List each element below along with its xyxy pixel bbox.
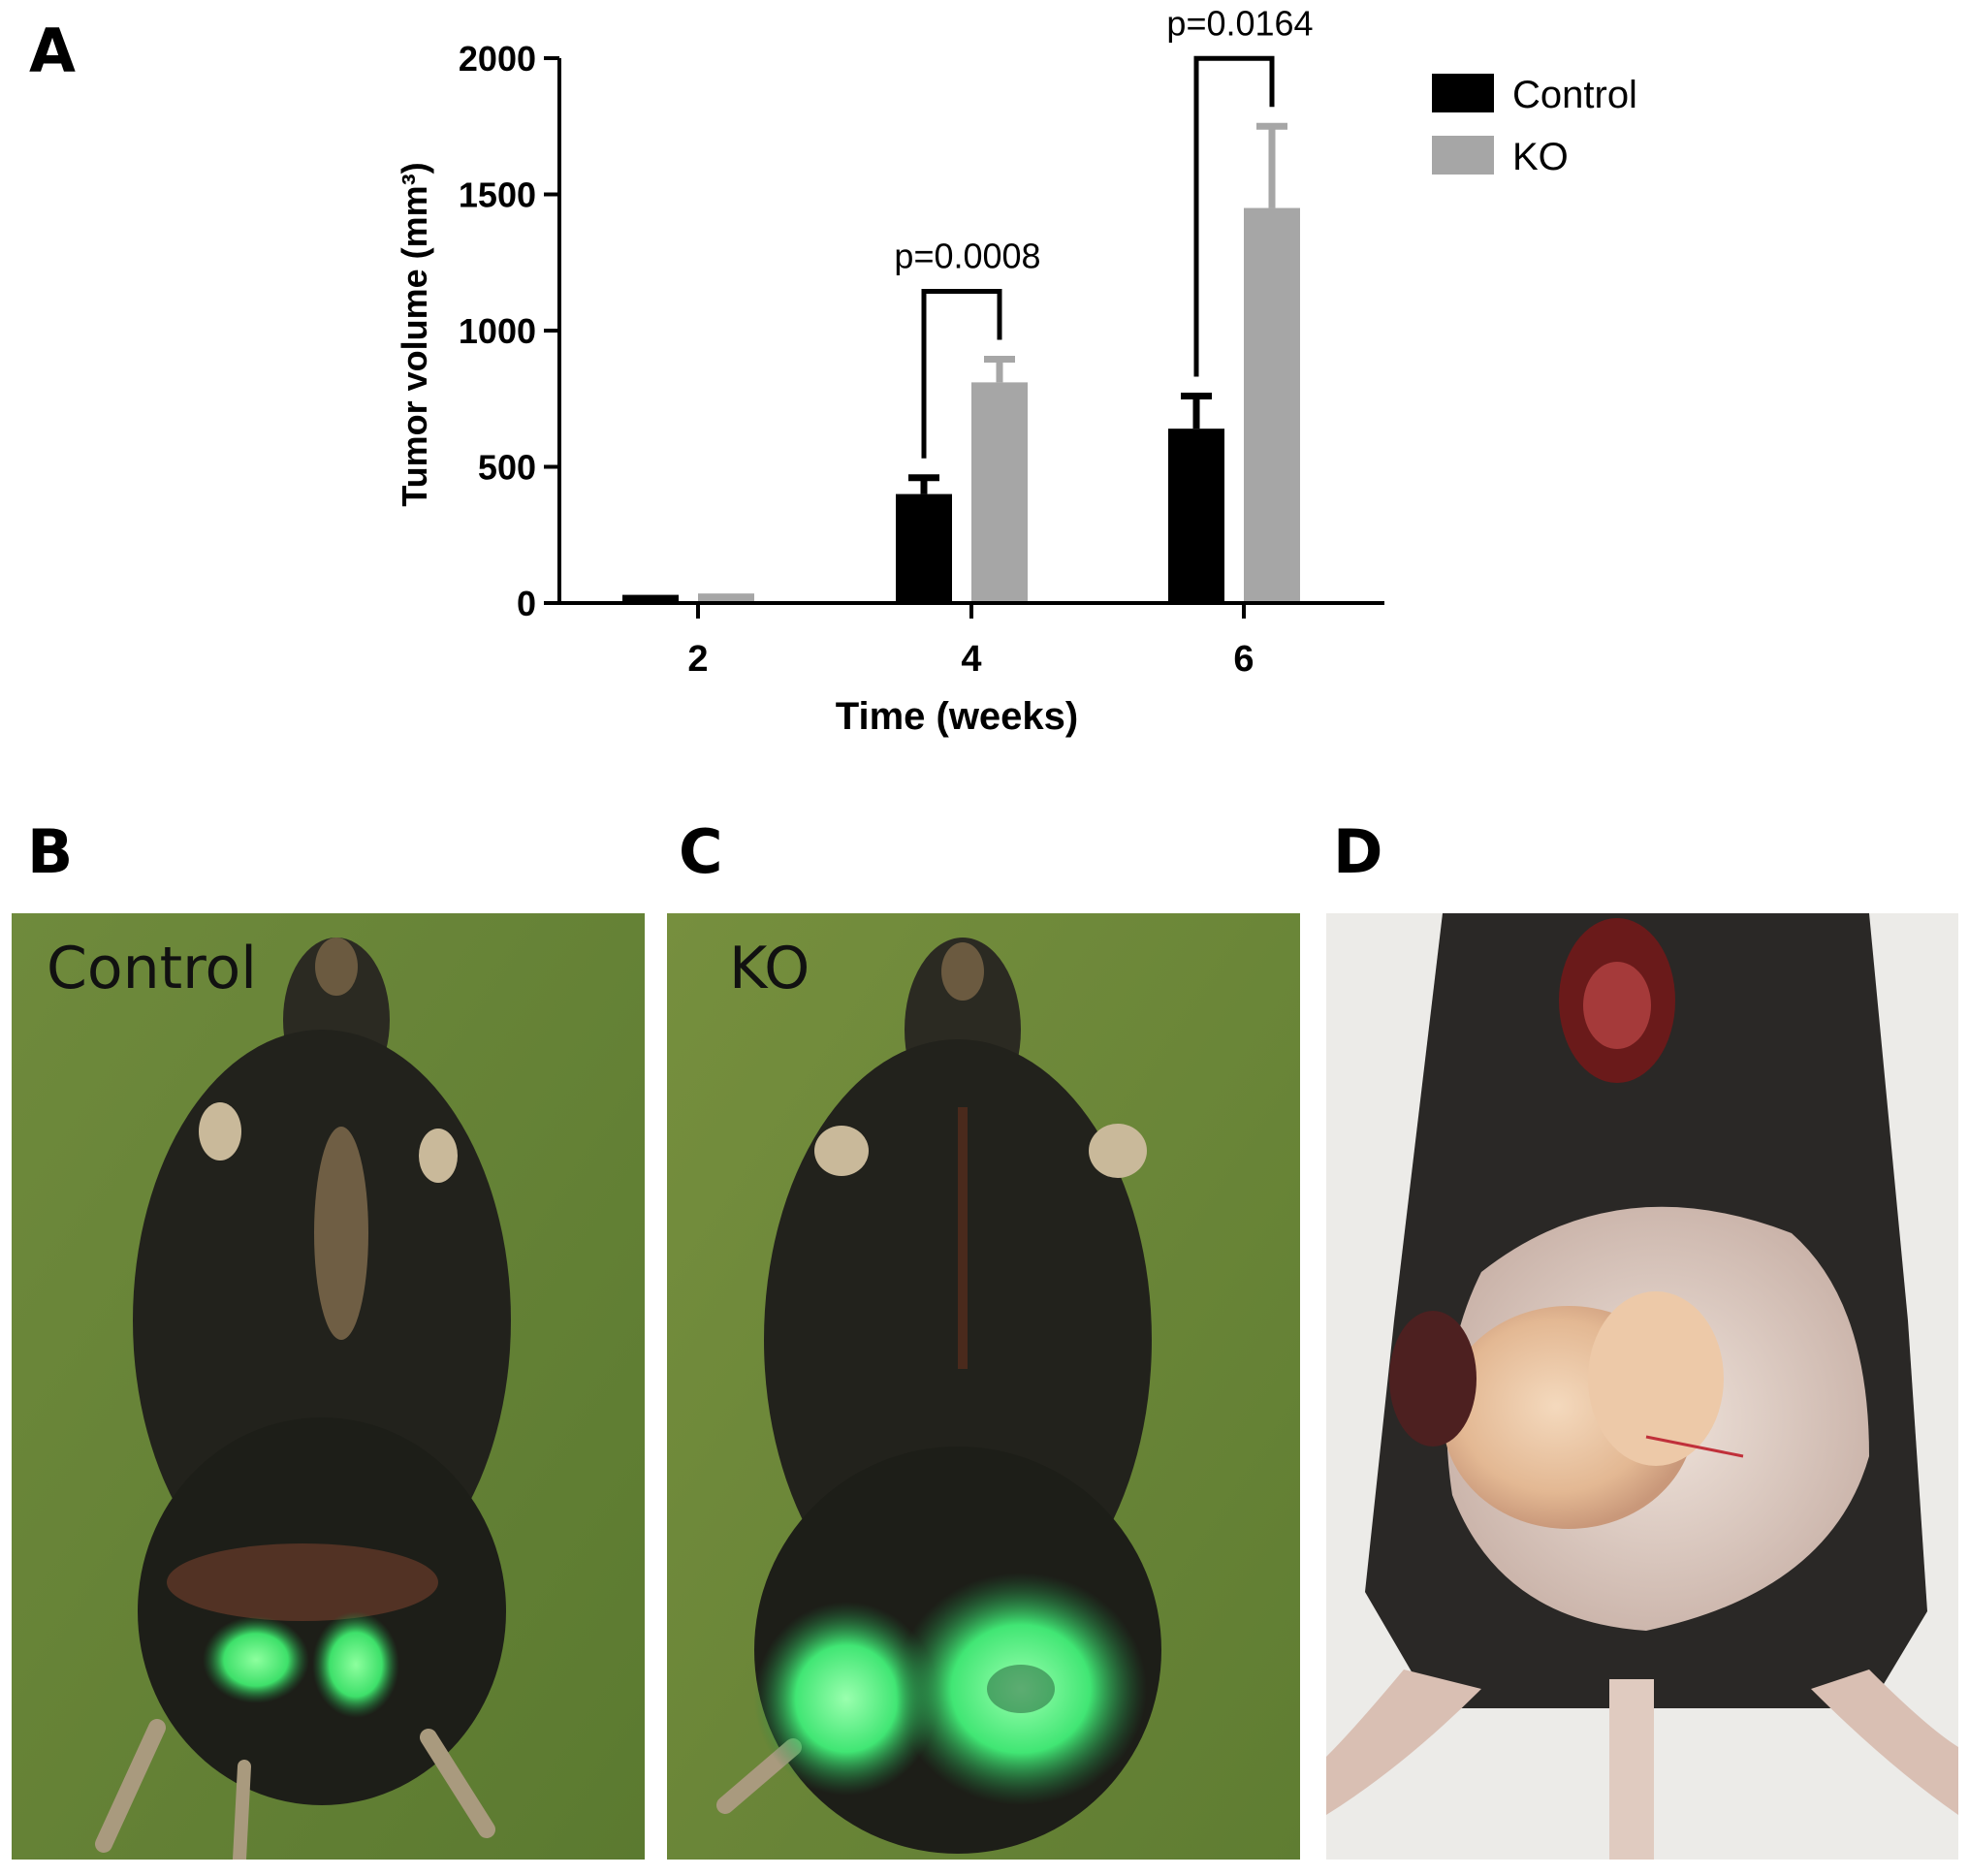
photo-label-control: Control xyxy=(47,935,257,1002)
legend: Control KO xyxy=(1432,74,1637,178)
panel-label-b: B xyxy=(27,816,74,887)
photo-label-ko: KO xyxy=(729,935,810,1002)
photo-ko-mouse: KO xyxy=(667,913,1300,1860)
bar-control-week-6 xyxy=(1168,429,1224,603)
bar-ko-week-4 xyxy=(971,382,1028,603)
photo-control-mouse: Control xyxy=(12,913,645,1860)
legend-label-control: Control xyxy=(1512,74,1637,116)
y-tick-label: 2000 xyxy=(459,39,536,79)
significance-bracket xyxy=(921,289,1002,459)
tumor-volume-bar-chart: 0 500 1000 1500 2000 2 4 6 p=0.0008 p=0.0164 Tumo… xyxy=(395,3,1637,738)
x-axis-title: Time (weeks) xyxy=(836,695,1079,738)
panel-label-c: C xyxy=(679,816,723,887)
bar-control-week-2 xyxy=(622,594,679,603)
p-value-label: p=0.0164 xyxy=(1166,3,1313,43)
legend-label-ko: KO xyxy=(1512,136,1569,178)
bar-ko-week-2 xyxy=(698,593,754,603)
x-tick-label: 2 xyxy=(687,639,708,680)
bar-ko-week-6 xyxy=(1244,207,1300,604)
y-tick-label: 1000 xyxy=(459,311,536,351)
y-axis-title: Tumor volume (mm³) xyxy=(395,162,434,506)
bar-control-week-4 xyxy=(896,493,952,603)
significance-bracket xyxy=(1193,55,1275,377)
panel-label-d: D xyxy=(1333,816,1383,887)
panel-label-a: A xyxy=(29,16,76,86)
y-tick-label: 1500 xyxy=(459,175,536,215)
photo-dissected-mouse xyxy=(1326,913,1958,1860)
x-tick-label: 6 xyxy=(1233,639,1254,680)
legend-swatch-ko xyxy=(1432,136,1494,175)
y-tick-label: 500 xyxy=(478,448,536,488)
legend-swatch-control xyxy=(1432,74,1494,112)
x-tick-label: 4 xyxy=(961,639,981,680)
y-tick-label: 0 xyxy=(517,584,536,623)
p-value-label: p=0.0008 xyxy=(894,237,1040,276)
